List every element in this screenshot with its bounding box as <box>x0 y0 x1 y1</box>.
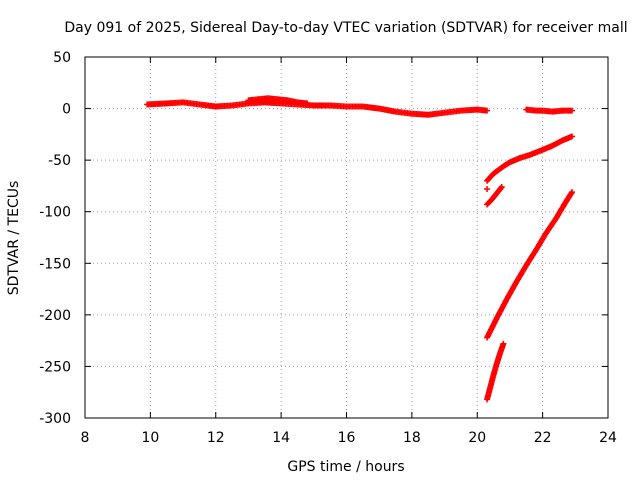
data-point <box>569 133 576 140</box>
y-tick-label: 50 <box>53 50 71 66</box>
data-point <box>484 186 491 193</box>
grid <box>85 57 608 418</box>
y-tick-label: -150 <box>39 256 71 272</box>
x-tick-label: 16 <box>338 430 356 446</box>
x-tick-label: 8 <box>81 430 90 446</box>
data-point <box>500 340 507 347</box>
data-point <box>484 107 491 114</box>
x-tick-label: 24 <box>599 430 617 446</box>
x-tick-label: 20 <box>468 430 486 446</box>
data-point <box>569 107 576 114</box>
y-tick-label: -250 <box>39 359 71 375</box>
data-points <box>144 95 576 403</box>
chart-title: Day 091 of 2025, Sidereal Day-to-day VTE… <box>64 20 627 36</box>
x-axis-label: GPS time / hours <box>287 459 404 475</box>
axis-ticks: 8 10 12 14 16 18 20 22 24 50 0 -50 -100 -150 -200 -250 -… <box>39 50 617 446</box>
y-tick-label: -300 <box>39 411 71 427</box>
y-tick-label: -100 <box>39 205 71 221</box>
y-axis-label: SDTVAR / TECUs <box>6 181 22 296</box>
y-tick-label: 0 <box>62 102 71 118</box>
data-point <box>304 100 311 107</box>
data-point <box>498 183 505 190</box>
x-tick-label: 18 <box>403 430 421 446</box>
data-point <box>497 184 504 191</box>
x-tick-label: 14 <box>272 430 290 446</box>
y-tick-label: -200 <box>39 308 71 324</box>
data-point <box>569 189 576 196</box>
x-tick-label: 12 <box>207 430 225 446</box>
x-tick-label: 10 <box>141 430 159 446</box>
y-tick-label: -50 <box>48 153 71 169</box>
x-tick-label: 22 <box>534 430 552 446</box>
